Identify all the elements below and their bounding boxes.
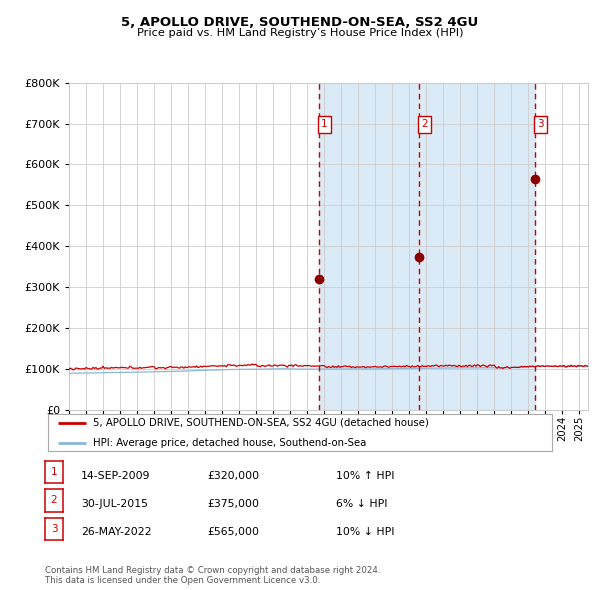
Text: 1: 1: [321, 119, 328, 129]
Text: 3: 3: [537, 119, 544, 129]
Text: £375,000: £375,000: [207, 499, 259, 509]
Text: 14-SEP-2009: 14-SEP-2009: [81, 471, 151, 481]
Text: 2: 2: [421, 119, 428, 129]
Text: Contains HM Land Registry data © Crown copyright and database right 2024.
This d: Contains HM Land Registry data © Crown c…: [45, 566, 380, 585]
Bar: [319, 83, 535, 410]
Text: £320,000: £320,000: [207, 471, 259, 481]
Text: £565,000: £565,000: [207, 527, 259, 537]
Text: 2: 2: [50, 496, 58, 506]
Text: Price paid vs. HM Land Registry’s House Price Index (HPI): Price paid vs. HM Land Registry’s House …: [137, 28, 463, 38]
Text: 5, APOLLO DRIVE, SOUTHEND-ON-SEA, SS2 4GU (detached house): 5, APOLLO DRIVE, SOUTHEND-ON-SEA, SS2 4G…: [94, 418, 429, 428]
Text: 1: 1: [50, 467, 58, 477]
Text: 30-JUL-2015: 30-JUL-2015: [81, 499, 148, 509]
Text: 10% ↓ HPI: 10% ↓ HPI: [336, 527, 395, 537]
Text: 3: 3: [50, 524, 58, 534]
Text: 10% ↑ HPI: 10% ↑ HPI: [336, 471, 395, 481]
Text: 5, APOLLO DRIVE, SOUTHEND-ON-SEA, SS2 4GU: 5, APOLLO DRIVE, SOUTHEND-ON-SEA, SS2 4G…: [121, 16, 479, 29]
Text: 26-MAY-2022: 26-MAY-2022: [81, 527, 151, 537]
Text: 6% ↓ HPI: 6% ↓ HPI: [336, 499, 388, 509]
Text: HPI: Average price, detached house, Southend-on-Sea: HPI: Average price, detached house, Sout…: [94, 438, 367, 448]
